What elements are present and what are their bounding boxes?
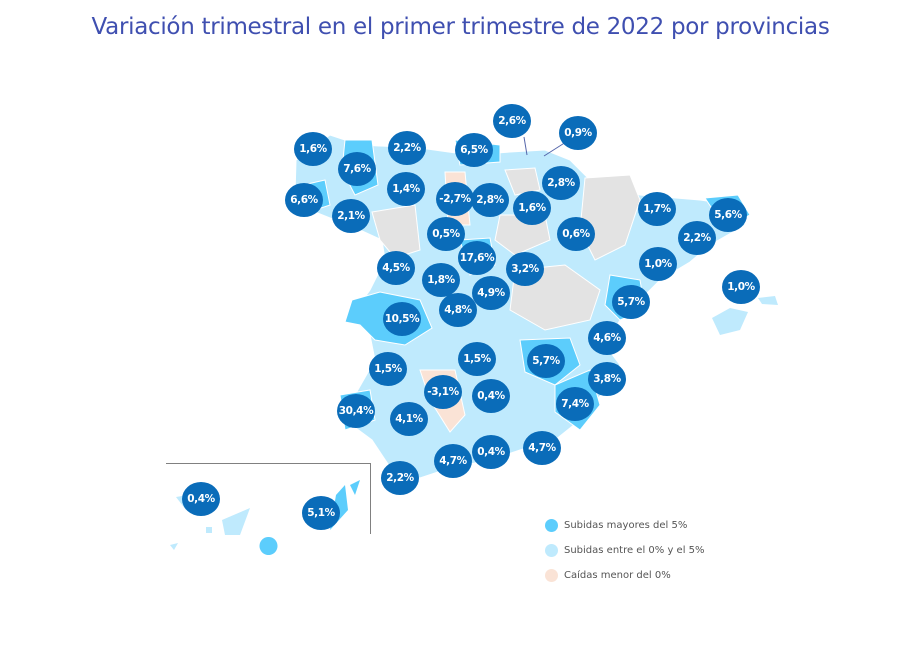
value-bubble: 1,8% (422, 263, 460, 297)
legend-swatch-drop (545, 569, 558, 582)
value-bubble: 2,6% (493, 104, 531, 138)
value-bubble: 3,2% (506, 252, 544, 286)
legend-label: Caídas menor del 0% (564, 570, 671, 581)
value-bubble: 4,6% (588, 321, 626, 355)
value-bubble: 0,6% (557, 217, 595, 251)
value-bubble: 6,6% (285, 183, 323, 217)
value-bubble: 4,9% (472, 276, 510, 310)
value-bubble: 2,8% (471, 183, 509, 217)
value-bubble: 1,5% (369, 352, 407, 386)
value-bubble: 1,6% (513, 191, 551, 225)
value-bubble: -3,1% (424, 375, 462, 409)
legend-swatch-mid (545, 544, 558, 557)
canary-islands-west (170, 495, 250, 550)
value-bubble: 4,1% (390, 402, 428, 436)
value-bubble: 7,6% (338, 152, 376, 186)
value-bubble: 5,1% (302, 496, 340, 530)
legend-item-drop: Caídas menor del 0% (545, 563, 705, 588)
value-bubble: 2,1% (332, 199, 370, 233)
value-bubble: 10,5% (383, 302, 421, 336)
value-bubble: 2,2% (678, 221, 716, 255)
value-bubble: 4,7% (434, 444, 472, 478)
value-bubble: 1,0% (722, 270, 760, 304)
value-bubble: 4,5% (377, 251, 415, 285)
value-bubble: 7,4% (556, 387, 594, 421)
balearic-islands (712, 296, 778, 335)
region-no-data-alava (504, 167, 541, 196)
legend-swatch-high (545, 519, 558, 532)
legend-item-mid: Subidas entre el 0% y el 5% (545, 538, 705, 563)
value-bubble: 0,4% (182, 482, 220, 516)
value-bubble: 2,8% (542, 166, 580, 200)
value-bubble: 1,7% (638, 192, 676, 226)
value-bubble: 5,7% (612, 285, 650, 319)
value-bubble: 1,6% (294, 132, 332, 166)
legend-label: Subidas entre el 0% y el 5% (564, 545, 705, 556)
value-bubble: 1,4% (387, 172, 425, 206)
value-bubble: 2,2% (388, 131, 426, 165)
chart-title: Variación trimestral en el primer trimes… (91, 14, 830, 40)
canary-islands-inset-frame (166, 463, 371, 534)
value-bubble: 30,4% (337, 394, 375, 428)
value-bubble: 4,7% (523, 431, 561, 465)
value-bubble: 2,2% (381, 461, 419, 495)
legend-item-high: Subidas mayores del 5% (545, 513, 705, 538)
value-bubble: 0,4% (472, 435, 510, 469)
legend: Subidas mayores del 5% Subidas entre el … (545, 513, 705, 588)
legend-label: Subidas mayores del 5% (564, 520, 688, 531)
value-bubble: -2,7% (436, 182, 474, 216)
value-bubble: 0,4% (472, 379, 510, 413)
canary-islands-east (259, 480, 360, 555)
value-bubble: 1,5% (458, 342, 496, 376)
value-bubble: 5,7% (527, 344, 565, 378)
value-bubble: 0,5% (427, 217, 465, 251)
value-bubble: 17,6% (458, 241, 496, 275)
value-bubble: 5,6% (709, 198, 747, 232)
value-bubble: 1,0% (639, 247, 677, 281)
value-bubble: 3,8% (588, 362, 626, 396)
value-bubble: 6,5% (455, 133, 493, 167)
value-bubble: 0,9% (559, 116, 597, 150)
value-bubble: 4,8% (439, 293, 477, 327)
